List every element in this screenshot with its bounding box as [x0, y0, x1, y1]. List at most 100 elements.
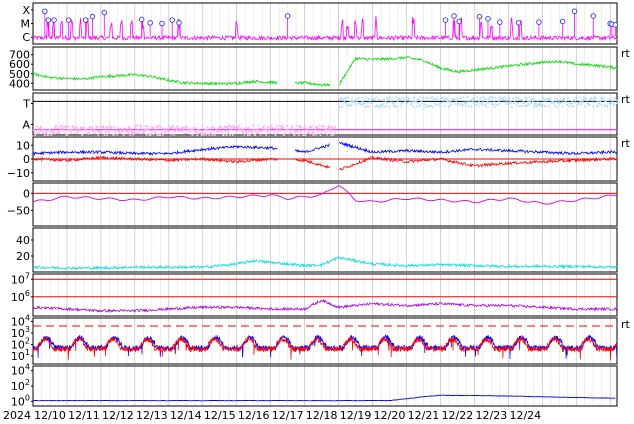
scatter-point: [171, 126, 174, 129]
scatter-point: [113, 125, 116, 128]
scatter-point: [143, 132, 145, 135]
scatter-point: [46, 134, 49, 136]
scatter-point: [267, 133, 270, 135]
scatter-point: [410, 103, 413, 106]
y-tick-label: M: [21, 18, 31, 31]
scatter-point: [274, 134, 277, 136]
series-magnetic_field_direction-0: [33, 124, 337, 137]
scatter-point: [565, 101, 567, 103]
scatter-point: [140, 128, 143, 130]
scatter-point: [576, 103, 579, 106]
scatter-point: [278, 128, 281, 130]
scatter-point: [73, 126, 75, 129]
scatter-point: [190, 133, 193, 136]
scatter-point: [598, 103, 601, 105]
scatter-point: [493, 100, 496, 102]
scatter-point: [191, 128, 193, 131]
scatter-point: [617, 102, 619, 105]
scatter-point: [217, 130, 219, 132]
scatter-point: [183, 127, 186, 130]
panel-proton_flux: 107 106: [11, 271, 618, 317]
scatter-point: [544, 105, 546, 108]
scatter-point: [458, 102, 460, 105]
scatter-point: [597, 105, 599, 107]
scatter-point: [183, 128, 185, 131]
scatter-point: [240, 127, 242, 130]
scatter-point: [34, 134, 36, 136]
scatter-point: [446, 98, 449, 101]
flare-marker: [476, 13, 483, 20]
scatter-point: [492, 96, 494, 99]
scatter-point: [116, 134, 119, 137]
scatter-point: [503, 99, 506, 102]
scatter-point: [120, 129, 123, 132]
scatter-point: [143, 130, 146, 133]
scatter-point: [253, 129, 255, 132]
scatter-point: [268, 129, 271, 131]
scatter-point: [164, 131, 167, 134]
scatter-point: [131, 132, 134, 134]
scatter-point: [252, 124, 254, 127]
scatter-point: [149, 134, 152, 136]
scatter-point: [348, 99, 351, 102]
y-tick-label: 102: [11, 378, 30, 393]
scatter-point: [358, 102, 360, 104]
scatter-point: [401, 102, 404, 105]
scatter-point: [173, 133, 176, 136]
scatter-point: [307, 131, 309, 134]
scatter-point: [457, 99, 460, 101]
scatter-point: [377, 98, 379, 101]
scatter-point: [340, 97, 343, 99]
scatter-point: [578, 102, 580, 104]
scatter-point: [157, 124, 160, 127]
scatter-point: [200, 132, 202, 134]
scatter-point: [419, 105, 421, 107]
series-solar_wind_speed-0: [32, 55, 618, 87]
scatter-point: [577, 102, 580, 105]
scatter-point: [519, 105, 521, 108]
scatter-point: [528, 103, 530, 106]
scatter-point: [380, 104, 383, 106]
scatter-point: [113, 134, 115, 137]
scatter-point: [585, 97, 587, 99]
scatter-point: [349, 104, 352, 106]
flare-marker: [45, 17, 52, 23]
scatter-point: [543, 100, 546, 102]
series-imf_bt_bz-1: [32, 155, 617, 171]
scatter-point: [163, 128, 165, 130]
flare-marker: [82, 17, 89, 23]
scatter-point: [60, 128, 62, 131]
scatter-point: [263, 125, 265, 127]
scatter-point: [198, 129, 201, 132]
x-tick-label: 12/10: [34, 409, 66, 422]
scatter-point: [147, 128, 150, 131]
scatter-point: [563, 97, 565, 100]
scatter-point: [80, 126, 83, 129]
scatter-point: [96, 126, 98, 129]
scatter-point: [136, 124, 138, 127]
scatter-point: [348, 105, 350, 107]
scatter-point: [416, 98, 419, 100]
scatter-point: [406, 102, 409, 105]
scatter-point: [423, 106, 426, 108]
scatter-point: [521, 102, 524, 105]
scatter-point: [328, 126, 330, 129]
panel-imf_bt_bz: 100−10 rt: [7, 136, 631, 182]
scatter-point: [553, 101, 555, 104]
scatter-point: [533, 105, 536, 108]
scatter-point: [246, 133, 249, 136]
scatter-point: [555, 106, 558, 108]
scatter-point: [431, 96, 434, 99]
scatter-point: [566, 103, 568, 106]
scatter-point: [189, 128, 192, 131]
scatter-point: [60, 127, 63, 130]
scatter-point: [444, 97, 447, 100]
scatter-point: [608, 102, 611, 105]
scatter-point: [589, 98, 591, 101]
scatter-point: [360, 101, 363, 103]
scatter-point: [75, 126, 78, 128]
scatter-point: [433, 97, 436, 100]
scatter-point: [571, 100, 574, 102]
scatter-point: [471, 100, 474, 103]
scatter-point: [506, 103, 508, 105]
